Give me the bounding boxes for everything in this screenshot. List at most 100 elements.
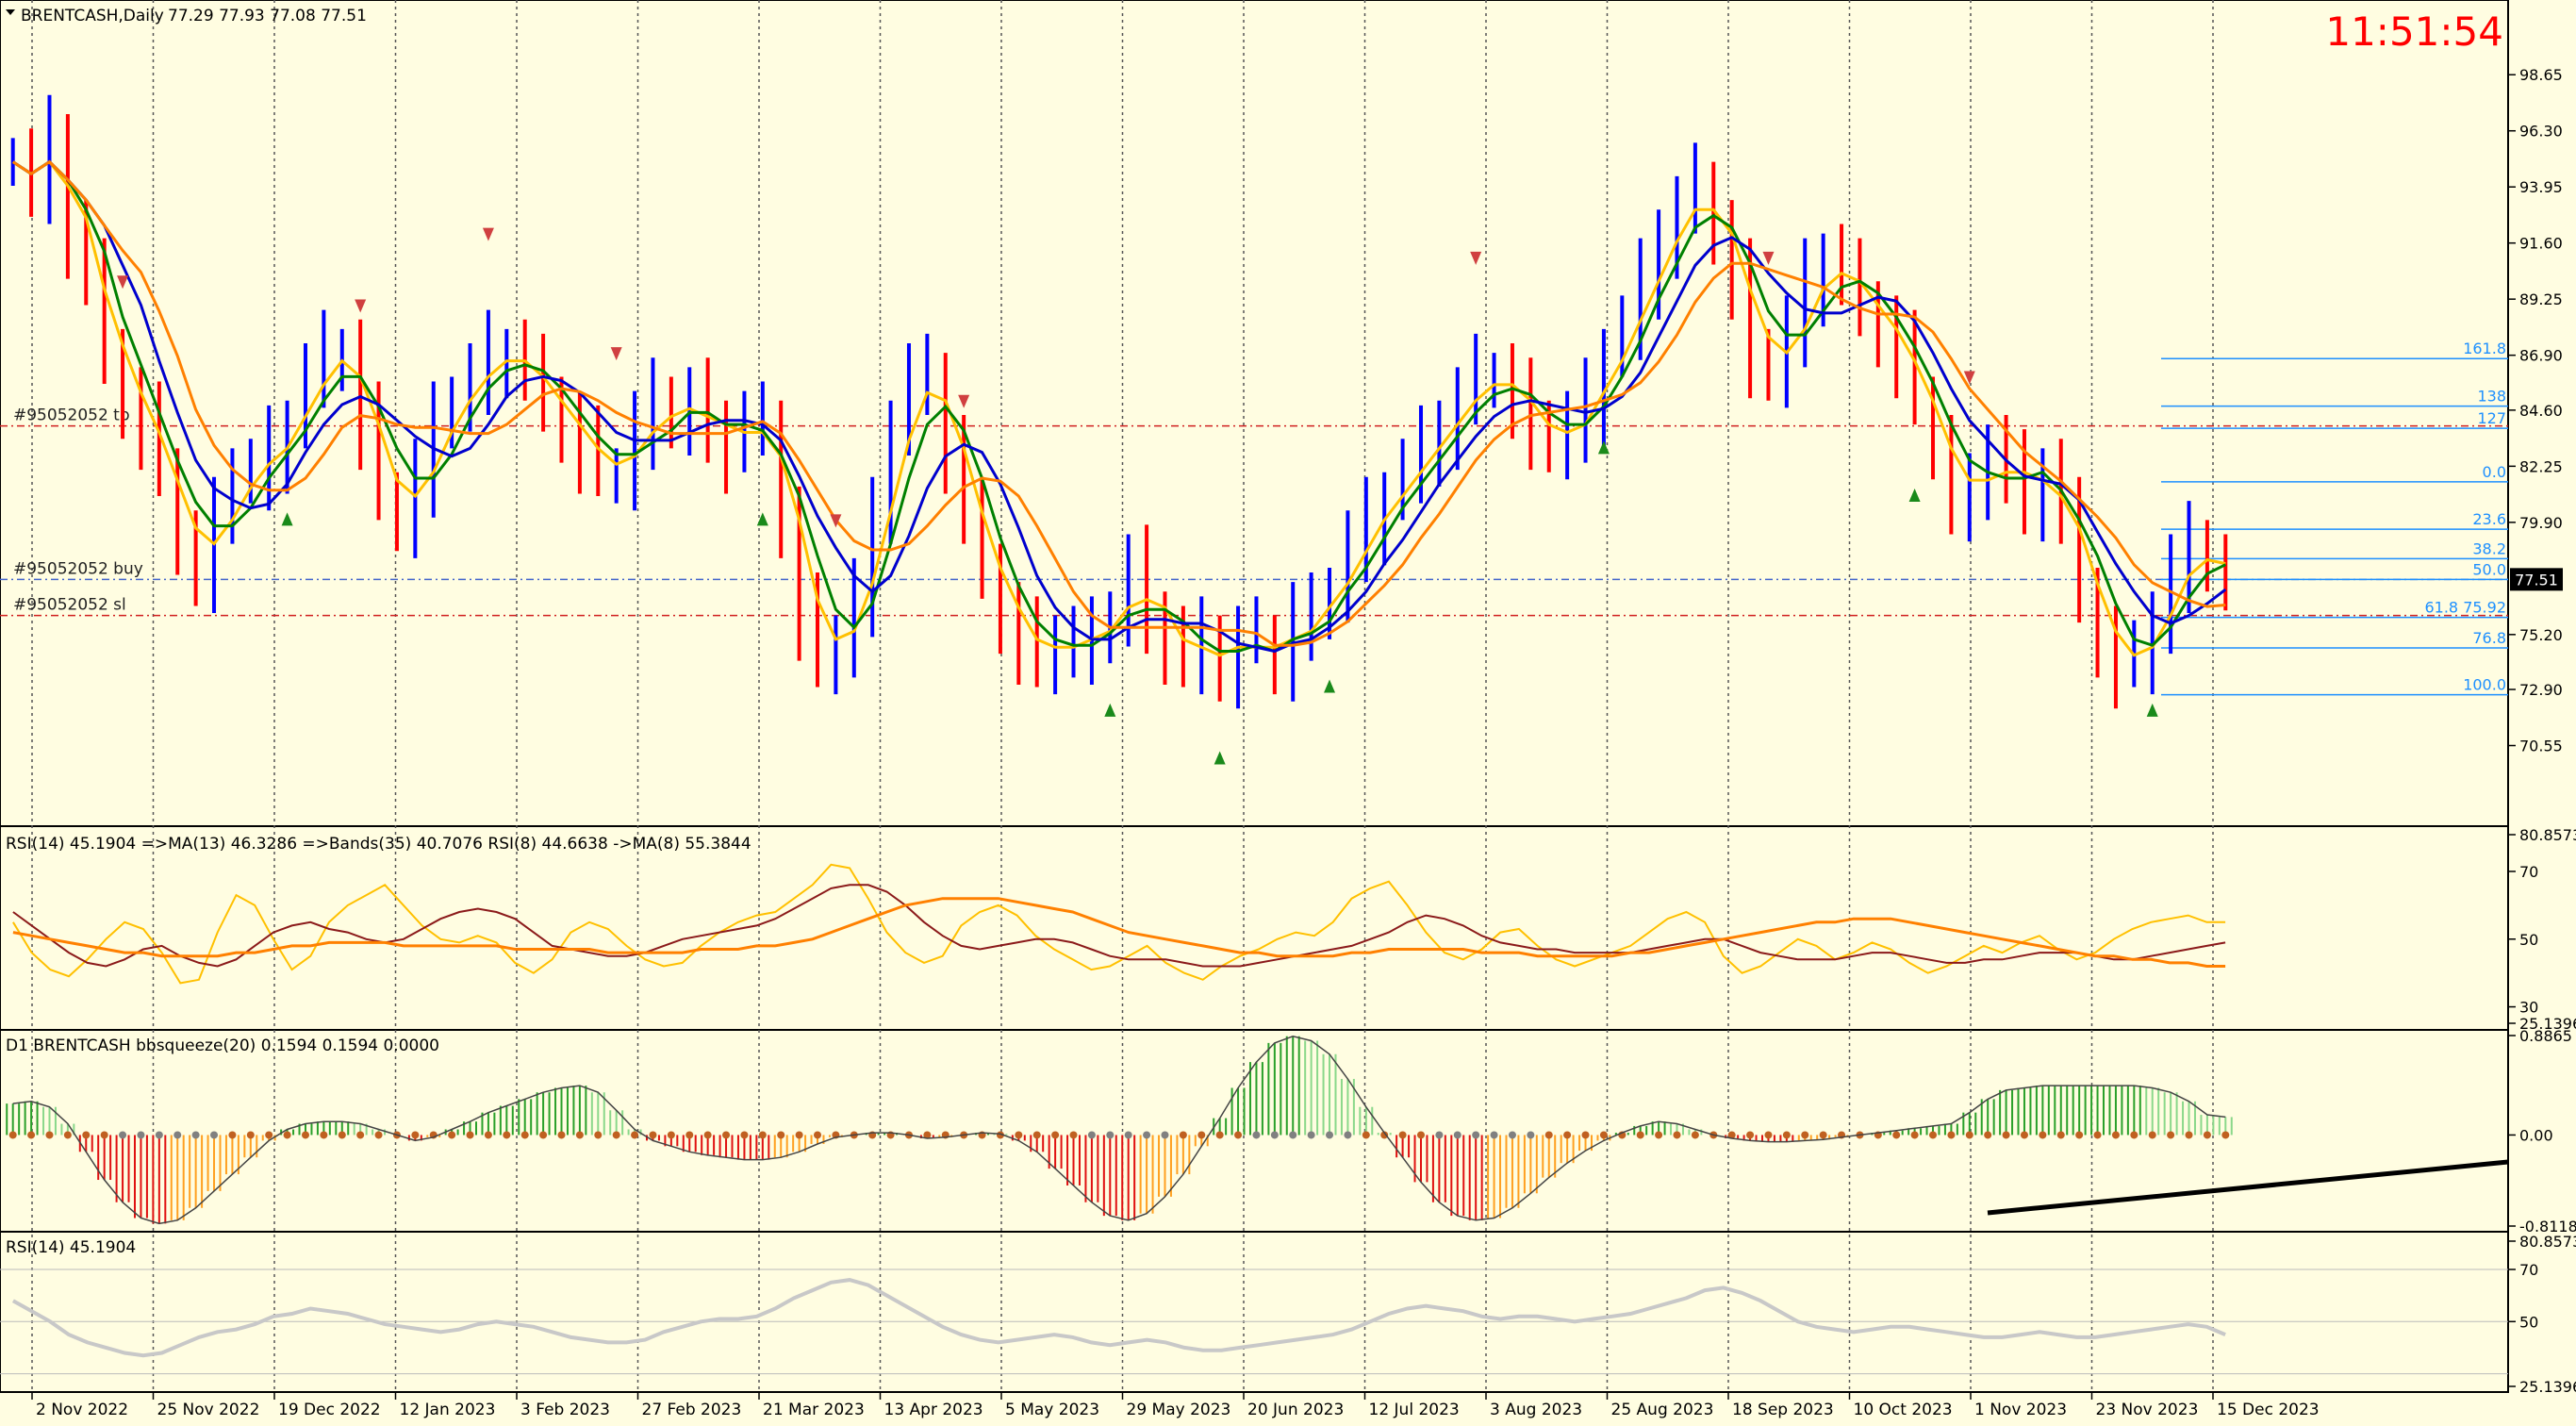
squeeze-dot xyxy=(246,1131,255,1139)
buy-arrow-icon xyxy=(1104,703,1116,717)
squeeze-dot xyxy=(2075,1131,2084,1139)
rsi-line xyxy=(0,1268,2508,1375)
squeeze-dot xyxy=(1655,1131,1663,1139)
squeeze-dot xyxy=(1106,1131,1115,1139)
squeeze-dot xyxy=(2020,1131,2028,1139)
squeeze-dot xyxy=(1508,1131,1516,1139)
x-axis-tick-label: 20 Jun 2023 xyxy=(1247,1401,1344,1419)
bbsqueeze-histogram xyxy=(6,1036,2233,1225)
squeeze-dot xyxy=(520,1131,529,1139)
y-axis-tick-label: 50 xyxy=(2519,1313,2538,1331)
squeeze-dot xyxy=(1032,1131,1041,1139)
y-axis-tick-label: 25.1396 xyxy=(2519,1015,2576,1033)
buy-arrow-icon xyxy=(2146,703,2158,717)
squeeze-dot xyxy=(1764,1131,1773,1139)
squeeze-dot xyxy=(575,1131,584,1139)
squeeze-dot xyxy=(228,1131,237,1139)
y-axis-tick-label: 0.00 xyxy=(2519,1126,2553,1144)
squeeze-dot xyxy=(1819,1131,1827,1139)
squeeze-dot xyxy=(1636,1131,1644,1139)
y-axis-tick-label: 80.8573 xyxy=(2519,826,2576,844)
current-price-label: 77.51 xyxy=(2515,571,2558,589)
y-axis-tick-label: 70 xyxy=(2519,863,2538,881)
buy-arrow-icon xyxy=(756,512,768,526)
squeeze-dot xyxy=(923,1131,932,1139)
squeeze-dot xyxy=(1069,1131,1078,1139)
ma-long-line xyxy=(11,159,2226,647)
buy-arrow-icon xyxy=(1324,679,1336,693)
squeeze-outline xyxy=(12,1036,2226,1225)
trade-level-label: #95052052 sl xyxy=(13,596,126,615)
symbol-info: BRENTCASH,Daily xyxy=(21,7,164,25)
squeeze-dot xyxy=(2039,1131,2047,1139)
x-axis-tick-label: 5 May 2023 xyxy=(1005,1401,1099,1419)
squeeze-dot xyxy=(2167,1131,2175,1139)
squeeze-dot xyxy=(1581,1131,1590,1139)
squeeze-dot xyxy=(374,1131,383,1139)
bbsqueeze-title: D1 BRENTCASH bbsqueeze(20) 0.1594 0.1594… xyxy=(6,1036,439,1055)
squeeze-dot xyxy=(283,1131,291,1139)
x-axis-tick-label: 12 Jul 2023 xyxy=(1369,1401,1460,1419)
squeeze-dot xyxy=(1380,1131,1389,1139)
fib-level-label: 61.8 75.92 xyxy=(2424,599,2506,617)
squeeze-dot xyxy=(722,1131,731,1139)
dropdown-triangle-icon[interactable] xyxy=(6,9,15,15)
rsi-title: RSI(14) 45.1904 xyxy=(6,1238,136,1257)
squeeze-dot xyxy=(758,1131,767,1139)
y-axis-tick-label: 93.95 xyxy=(2519,178,2563,196)
squeeze-dot xyxy=(667,1131,675,1139)
rsi-panel-frame xyxy=(0,1231,2509,1393)
squeeze-dot xyxy=(1143,1131,1151,1139)
sell-arrow-icon xyxy=(1762,251,1775,265)
y-axis-tick-label: 98.65 xyxy=(2519,66,2563,84)
squeeze-dot xyxy=(503,1131,511,1139)
squeeze-dot xyxy=(2130,1131,2138,1139)
squeeze-dot xyxy=(1015,1131,1023,1139)
squeeze-dot xyxy=(1599,1131,1608,1139)
squeeze-dot xyxy=(1746,1131,1755,1139)
squeeze-dot xyxy=(1087,1131,1096,1139)
fib-level-label: 38.2 xyxy=(2472,539,2506,557)
squeeze-dot xyxy=(1929,1131,1938,1139)
y-axis-tick-label: 50 xyxy=(2519,931,2538,949)
sell-arrow-icon xyxy=(1470,251,1482,265)
squeeze-dot xyxy=(1490,1131,1498,1139)
squeeze-trendline[interactable] xyxy=(1987,1159,2509,1216)
y-axis-tick-label: 84.60 xyxy=(2519,402,2563,420)
squeeze-dot xyxy=(2002,1131,2010,1139)
y-axis-tick-label: 79.90 xyxy=(2519,514,2563,532)
squeeze-dot xyxy=(1435,1131,1444,1139)
current-price-box xyxy=(2510,568,2563,591)
buy-arrow-icon xyxy=(281,512,293,526)
rsi-bands-lines xyxy=(12,863,2226,985)
squeeze-dot xyxy=(8,1131,17,1139)
squeeze-dot xyxy=(1563,1131,1572,1139)
squeeze-dot xyxy=(137,1131,145,1139)
squeeze-dot xyxy=(411,1131,420,1139)
moving-averages xyxy=(11,159,2227,657)
sell-arrow-icon xyxy=(830,514,842,528)
squeeze-dot xyxy=(1051,1131,1060,1139)
y-axis-labels: 77.51 98.65 96.30 93.95 91.60 89.25 86.90 84.60… xyxy=(2508,66,2576,1396)
squeeze-dot xyxy=(1416,1131,1425,1139)
y-axis-tick-label: 30 xyxy=(2519,999,2538,1017)
squeeze-dot xyxy=(1215,1131,1224,1139)
x-axis-tick-label: 2 Nov 2022 xyxy=(36,1401,128,1419)
y-axis-tick-label: 70.55 xyxy=(2519,738,2563,755)
squeeze-dot xyxy=(27,1131,36,1139)
squeeze-dot xyxy=(1362,1131,1370,1139)
squeeze-dot xyxy=(1270,1131,1279,1139)
squeeze-dot xyxy=(119,1131,127,1139)
x-axis-tick-label: 19 Dec 2022 xyxy=(278,1401,381,1419)
ma-fast-line xyxy=(11,159,2226,657)
squeeze-dot xyxy=(301,1131,309,1139)
squeeze-dot xyxy=(795,1131,803,1139)
squeeze-dot xyxy=(155,1131,163,1139)
squeeze-dot xyxy=(1453,1131,1461,1139)
y-axis-tick-label: 82.25 xyxy=(2519,457,2563,475)
x-axis-tick-label: 15 Dec 2023 xyxy=(2217,1401,2320,1419)
squeeze-dot xyxy=(100,1131,108,1139)
y-axis-tick-label: 75.20 xyxy=(2519,626,2563,644)
